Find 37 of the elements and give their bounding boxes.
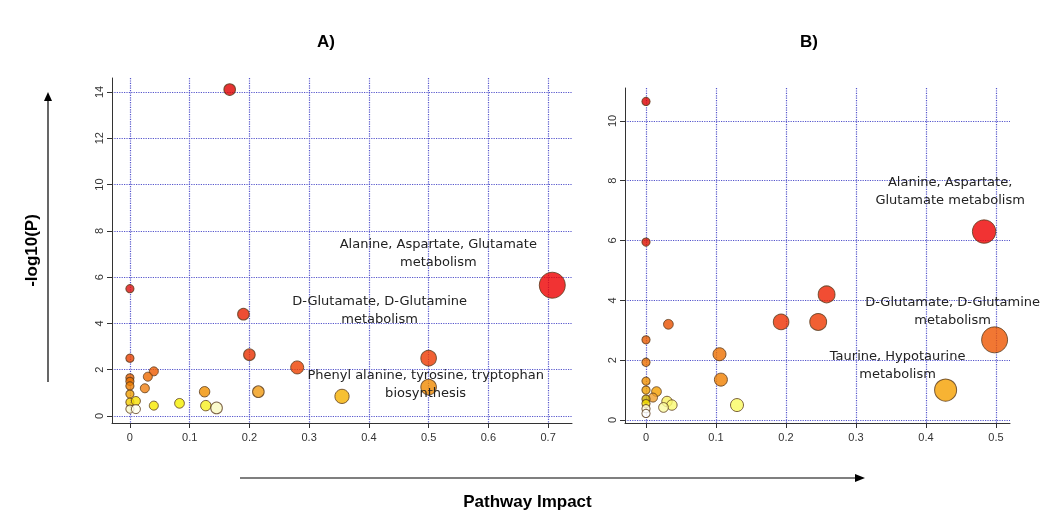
annotation: Taurine, Hypotaurine metabolism [828, 347, 966, 381]
x-axis-title: Pathway Impact [462, 492, 593, 512]
x-tick-label: 0.3 [301, 430, 317, 443]
annotation: Alanine, Aspartate, Glutamate metabolism [875, 174, 1025, 208]
y-tick-label: 0 [605, 416, 618, 424]
x-tick-label: 0.1 [182, 430, 198, 443]
x-tick-label: 0.2 [241, 430, 258, 443]
chart-title: B) [800, 32, 818, 51]
x-tick-label: 0.5 [988, 430, 1004, 443]
x-tick-label: 0.5 [420, 430, 437, 443]
y-tick-label: 12 [92, 132, 105, 145]
y-tick-label: 8 [605, 177, 618, 184]
y-tick-label: 10 [92, 178, 105, 191]
x-tick-label: 0.4 [361, 430, 377, 443]
y-tick-label: 0 [92, 412, 105, 420]
annotation: D-Glutamate, D-Glutamine metabolism [292, 292, 468, 326]
annotation: D-Glutamate, D-Glutamine metabolism [865, 294, 1041, 328]
y-tick-label: 2 [605, 357, 618, 364]
x-tick-label: 0.4 [918, 430, 934, 443]
x-tick-label: 0.7 [540, 430, 556, 443]
y-tick-label: 8 [92, 227, 105, 234]
y-axis-title: -log10(P) [22, 214, 41, 287]
y-tick-label: 10 [605, 114, 618, 128]
x-tick-label: 0.2 [778, 430, 794, 443]
y-tick-label: 14 [92, 85, 105, 99]
x-tick-label: 0 [126, 430, 133, 443]
y-tick-label: 2 [92, 366, 105, 373]
annotation: Alanine, Aspartate, Glutamate metabolism [339, 235, 537, 269]
y-tick-label: 6 [92, 274, 105, 281]
x-tick-label: 0.3 [848, 430, 864, 443]
x-tick-label: 0 [642, 430, 650, 443]
y-tick-label: 4 [92, 320, 105, 327]
y-tick-label: 4 [605, 297, 618, 304]
chart-title: A) [317, 32, 335, 51]
x-tick-label: 0.6 [480, 430, 497, 443]
x-tick-label: 0.1 [708, 430, 724, 443]
y-tick-label: 6 [605, 237, 618, 244]
